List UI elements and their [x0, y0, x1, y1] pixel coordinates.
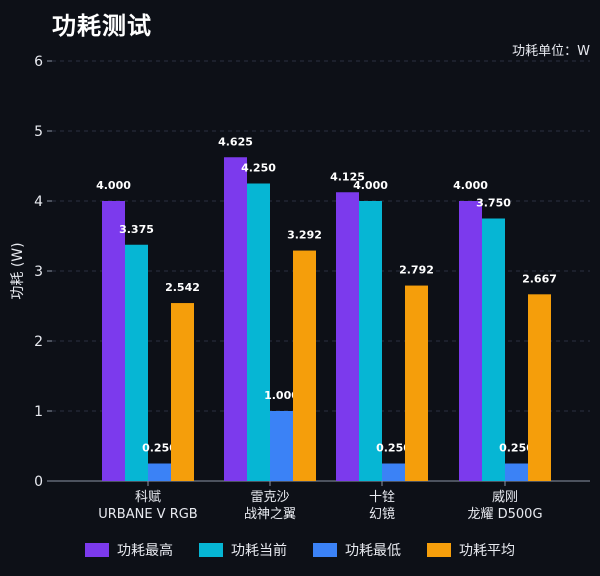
data-label: 2.542 — [165, 281, 200, 294]
unit-note: 功耗单位：W — [512, 44, 590, 59]
x-tick-label: URBANE V RGB — [98, 507, 197, 522]
chart-title: 功耗测试 — [52, 12, 152, 40]
data-label: 4.000 — [453, 179, 488, 192]
bar — [102, 201, 125, 481]
x-tick-label: 十铨 — [369, 490, 395, 505]
y-tick-label: 6 — [34, 54, 43, 70]
legend-label: 功耗最低 — [345, 543, 401, 559]
legend-label: 功耗最高 — [117, 543, 173, 559]
data-label: 0.250 — [142, 442, 177, 455]
legend-swatch — [199, 543, 223, 557]
x-tick-label: 龙耀 D500G — [467, 507, 542, 522]
x-tick-label: 幻镜 — [369, 507, 395, 522]
data-label: 4.000 — [96, 179, 131, 192]
bar — [405, 285, 428, 481]
legend-item: 功耗当前 — [199, 540, 287, 560]
y-tick-label: 3 — [34, 264, 43, 280]
legend-swatch — [427, 543, 451, 557]
y-tick-label: 2 — [34, 334, 43, 350]
bar — [528, 294, 551, 481]
legend: 功耗最高 功耗当前 功耗最低 功耗平均 — [0, 540, 600, 560]
data-label: 4.625 — [218, 135, 253, 148]
data-label: 3.750 — [476, 197, 511, 210]
data-label: 0.250 — [376, 442, 411, 455]
bar — [125, 244, 148, 481]
bar — [382, 463, 405, 481]
bar — [336, 192, 359, 481]
legend-swatch — [85, 543, 109, 557]
data-label: 3.292 — [287, 229, 322, 242]
bar — [293, 250, 316, 481]
data-label: 4.000 — [353, 179, 388, 192]
bar — [359, 201, 382, 481]
bar — [270, 411, 293, 481]
bar — [171, 303, 194, 481]
bar — [505, 463, 528, 481]
y-tick-label: 5 — [34, 124, 43, 140]
data-label: 0.250 — [499, 442, 534, 455]
data-label: 2.667 — [522, 272, 557, 285]
y-axis-label: 功耗 (W) — [10, 242, 26, 299]
data-label: 4.250 — [241, 162, 276, 175]
y-tick-label: 1 — [34, 404, 43, 420]
bar — [247, 183, 270, 481]
bar — [224, 157, 247, 481]
x-tick-label: 雷克沙 — [250, 490, 289, 505]
data-label: 3.375 — [119, 223, 154, 236]
legend-label: 功耗平均 — [459, 543, 515, 559]
data-label: 2.792 — [399, 264, 434, 277]
bar — [459, 201, 482, 481]
bar — [148, 463, 171, 481]
x-tick-label: 战神之翼 — [244, 507, 296, 522]
bar — [482, 218, 505, 481]
y-tick-label: 0 — [34, 474, 43, 490]
legend-item: 功耗平均 — [427, 540, 515, 560]
data-label: 1.000 — [264, 389, 299, 402]
data-label: 4.125 — [330, 170, 365, 183]
legend-item: 功耗最低 — [313, 540, 401, 560]
legend-swatch — [313, 543, 337, 557]
y-tick-label: 4 — [34, 194, 43, 210]
x-tick-label: 科赋 — [135, 490, 161, 505]
legend-item: 功耗最高 — [85, 540, 173, 560]
legend-label: 功耗当前 — [231, 543, 287, 559]
x-tick-label: 威刚 — [492, 490, 518, 505]
